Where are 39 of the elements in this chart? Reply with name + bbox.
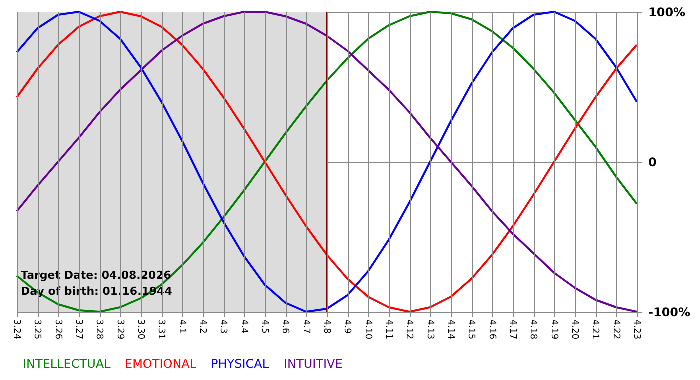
text: PHYSICAL bbox=[211, 357, 270, 371]
x-tick-label: 4.13 bbox=[424, 320, 435, 340]
x-tick-label: 4.14 bbox=[446, 320, 456, 340]
x-tick-label: 4.5 bbox=[260, 320, 270, 334]
x-tick-label: 4.11 bbox=[384, 320, 394, 340]
y-tick-label: 0 bbox=[648, 156, 657, 170]
x-tick-label: 4.21 bbox=[590, 320, 600, 340]
x-tick-label: 3.24 bbox=[12, 320, 22, 340]
x-tick-label: 4.8 bbox=[322, 320, 332, 334]
x-tick-label: 3.31 bbox=[156, 320, 166, 340]
x-tick-label: 3.25 bbox=[32, 320, 42, 340]
x-tick-label: 3.28 bbox=[94, 320, 104, 340]
x-tick-label: 4.9 bbox=[342, 320, 352, 334]
text: EMOTIONAL bbox=[125, 357, 197, 371]
x-tick-label: 4.16 bbox=[486, 320, 497, 340]
annotation: Target Date: 04.08.2026 bbox=[21, 269, 172, 282]
y-tick-label: 100% bbox=[648, 6, 686, 20]
x-tick-label: 4.1 bbox=[176, 320, 187, 334]
x-tick-label: 3.27 bbox=[74, 320, 84, 340]
x-tick-label: 4.7 bbox=[300, 320, 311, 334]
text: INTUITIVE bbox=[284, 357, 343, 371]
x-tick-label: 4.6 bbox=[280, 320, 290, 334]
x-tick-label: 4.15 bbox=[466, 320, 476, 340]
x-tick-label: 4.12 bbox=[404, 320, 414, 340]
x-tick-label: 3.30 bbox=[136, 320, 146, 340]
x-tick-label: 4.19 bbox=[548, 320, 559, 340]
x-tick-label: 4.23 bbox=[632, 320, 642, 340]
text: INTELLECTUAL bbox=[23, 357, 112, 371]
x-tick-label: 4.18 bbox=[528, 320, 538, 340]
x-tick-label: 4.22 bbox=[610, 320, 621, 340]
x-tick-label: 4.10 bbox=[362, 320, 373, 340]
y-tick-label: -100% bbox=[648, 306, 691, 320]
x-tick-label: 4.3 bbox=[218, 320, 228, 334]
x-tick-label: 3.26 bbox=[52, 320, 63, 340]
x-tick-label: 4.17 bbox=[508, 320, 518, 340]
x-tick-label: 4.2 bbox=[198, 320, 208, 334]
x-tick-label: 4.4 bbox=[238, 320, 249, 334]
x-tick-label: 4.20 bbox=[570, 320, 580, 340]
x-tick-label: 3.29 bbox=[114, 320, 125, 340]
